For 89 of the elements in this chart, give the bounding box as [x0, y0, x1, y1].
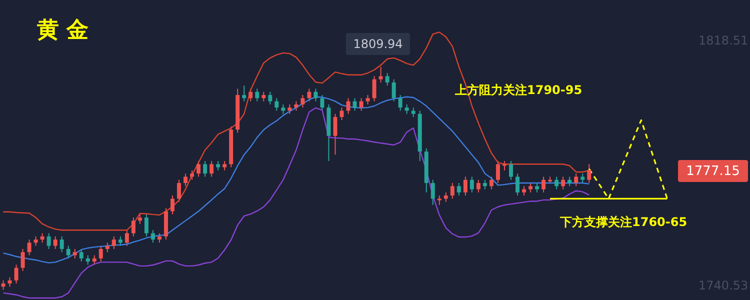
candlestick [14, 264, 18, 284]
candlestick [131, 217, 136, 237]
candlestick [184, 173, 188, 187]
candlestick [450, 182, 454, 200]
annotation: 1777.15 [686, 164, 740, 179]
candlestick [502, 160, 506, 171]
candlestick [542, 176, 546, 193]
candlestick [352, 98, 357, 112]
candlestick [398, 94, 402, 112]
candlestick [86, 254, 90, 266]
candlestick [508, 160, 513, 180]
candlestick [72, 248, 77, 259]
candlestick [496, 160, 500, 184]
candlestick [281, 104, 286, 114]
candlestick [124, 230, 129, 246]
candlestick [288, 104, 292, 114]
candlestick [1, 280, 6, 290]
candlestick [359, 98, 364, 112]
candlestick [79, 248, 84, 262]
candlestick [470, 176, 474, 193]
candlestick [528, 182, 533, 193]
candlestick [60, 236, 64, 253]
candlestick [150, 230, 155, 244]
annotation: 下方支撑关注1760-65 [559, 215, 688, 229]
candlestick [587, 164, 592, 184]
candlestick [444, 192, 448, 202]
candlestick [561, 176, 566, 190]
candlestick [27, 239, 32, 256]
candlestick [554, 176, 559, 190]
candlestick [203, 160, 208, 178]
candlestick [346, 98, 350, 114]
candlestick [392, 78, 396, 102]
candlestick [177, 179, 182, 202]
candlestick [170, 195, 174, 215]
candlestick [92, 254, 96, 266]
candlestick [46, 232, 51, 250]
text: 黄 金 [36, 18, 89, 43]
candlestick [385, 72, 390, 86]
candlestick [105, 242, 110, 253]
candlestick [118, 236, 122, 246]
candlestick [242, 85, 246, 102]
candlestick [34, 236, 38, 246]
candlestick [489, 176, 494, 190]
candlestick [210, 160, 214, 178]
candlestick [411, 107, 416, 118]
candlestick [456, 182, 461, 196]
candlestick [40, 232, 44, 244]
candlestick [138, 214, 142, 224]
candlestick [378, 66, 383, 83]
candlestick [20, 248, 25, 272]
candlestick [333, 113, 338, 156]
candlestick [274, 98, 279, 112]
candlestick [516, 173, 520, 196]
annotation: 1809.94 [353, 37, 403, 51]
candlestick [255, 88, 260, 102]
candlestick [294, 100, 298, 112]
candlestick [437, 195, 442, 206]
candlestick [196, 160, 201, 178]
candlestick [98, 245, 103, 262]
candlestick [340, 107, 344, 121]
candlestick [8, 276, 12, 288]
candlestick [404, 104, 409, 114]
candlestick [366, 94, 370, 105]
candlestick [574, 173, 578, 187]
candlestick [482, 179, 487, 190]
candlestick [522, 186, 526, 196]
candlestick [463, 176, 468, 196]
candlestick [262, 91, 266, 102]
candlestick [112, 236, 116, 250]
candlestick [372, 76, 376, 102]
candlestick [314, 88, 318, 102]
candlestick [430, 179, 435, 206]
candlestick [190, 170, 194, 180]
candlestick [307, 88, 312, 102]
candlestick [66, 245, 70, 259]
candlestick [222, 160, 227, 171]
candlestick [144, 214, 148, 237]
candlestick [268, 91, 272, 105]
candlestick [216, 160, 220, 171]
candlestick [535, 182, 540, 193]
candlestick [580, 173, 585, 184]
candlestick [300, 94, 305, 108]
candlestick [157, 232, 162, 244]
candlestick [248, 88, 253, 102]
candlestick [320, 94, 324, 112]
candlestick [568, 176, 572, 187]
candlestick [53, 236, 58, 250]
candlestick [476, 179, 480, 193]
annotation: 上方阻力关注1790-95 [454, 83, 582, 97]
